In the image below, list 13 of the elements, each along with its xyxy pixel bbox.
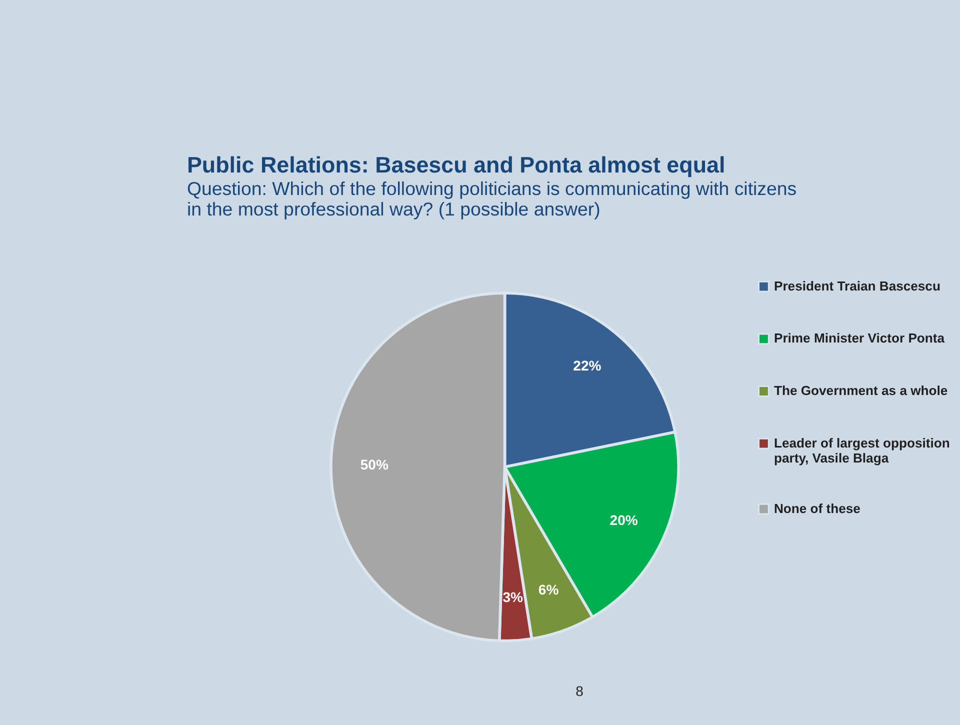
data-label: 22% [573,358,602,374]
data-label: 3% [502,588,524,605]
legend-label: Prime Minister Victor Ponta [774,330,946,346]
chart-title: Public Relations: Basescu and Ponta almost equal [186,152,726,178]
data-label: 20% [610,512,638,528]
text: 8 [576,682,584,699]
legend-label: The Government as a whole [774,382,948,398]
data-label: 6% [538,581,560,598]
chart-subtitle: Question: Which of the following politicians is communicating with citizens in the most professional way? (1 possible answer) [186,178,797,220]
legend-label: President Traian Bascescu [774,278,940,294]
legend-label: None of these [774,500,860,516]
legend-label: Leader of largest opposition party, Vasile Blaga [774,435,950,466]
data-label: 50% [360,456,389,473]
